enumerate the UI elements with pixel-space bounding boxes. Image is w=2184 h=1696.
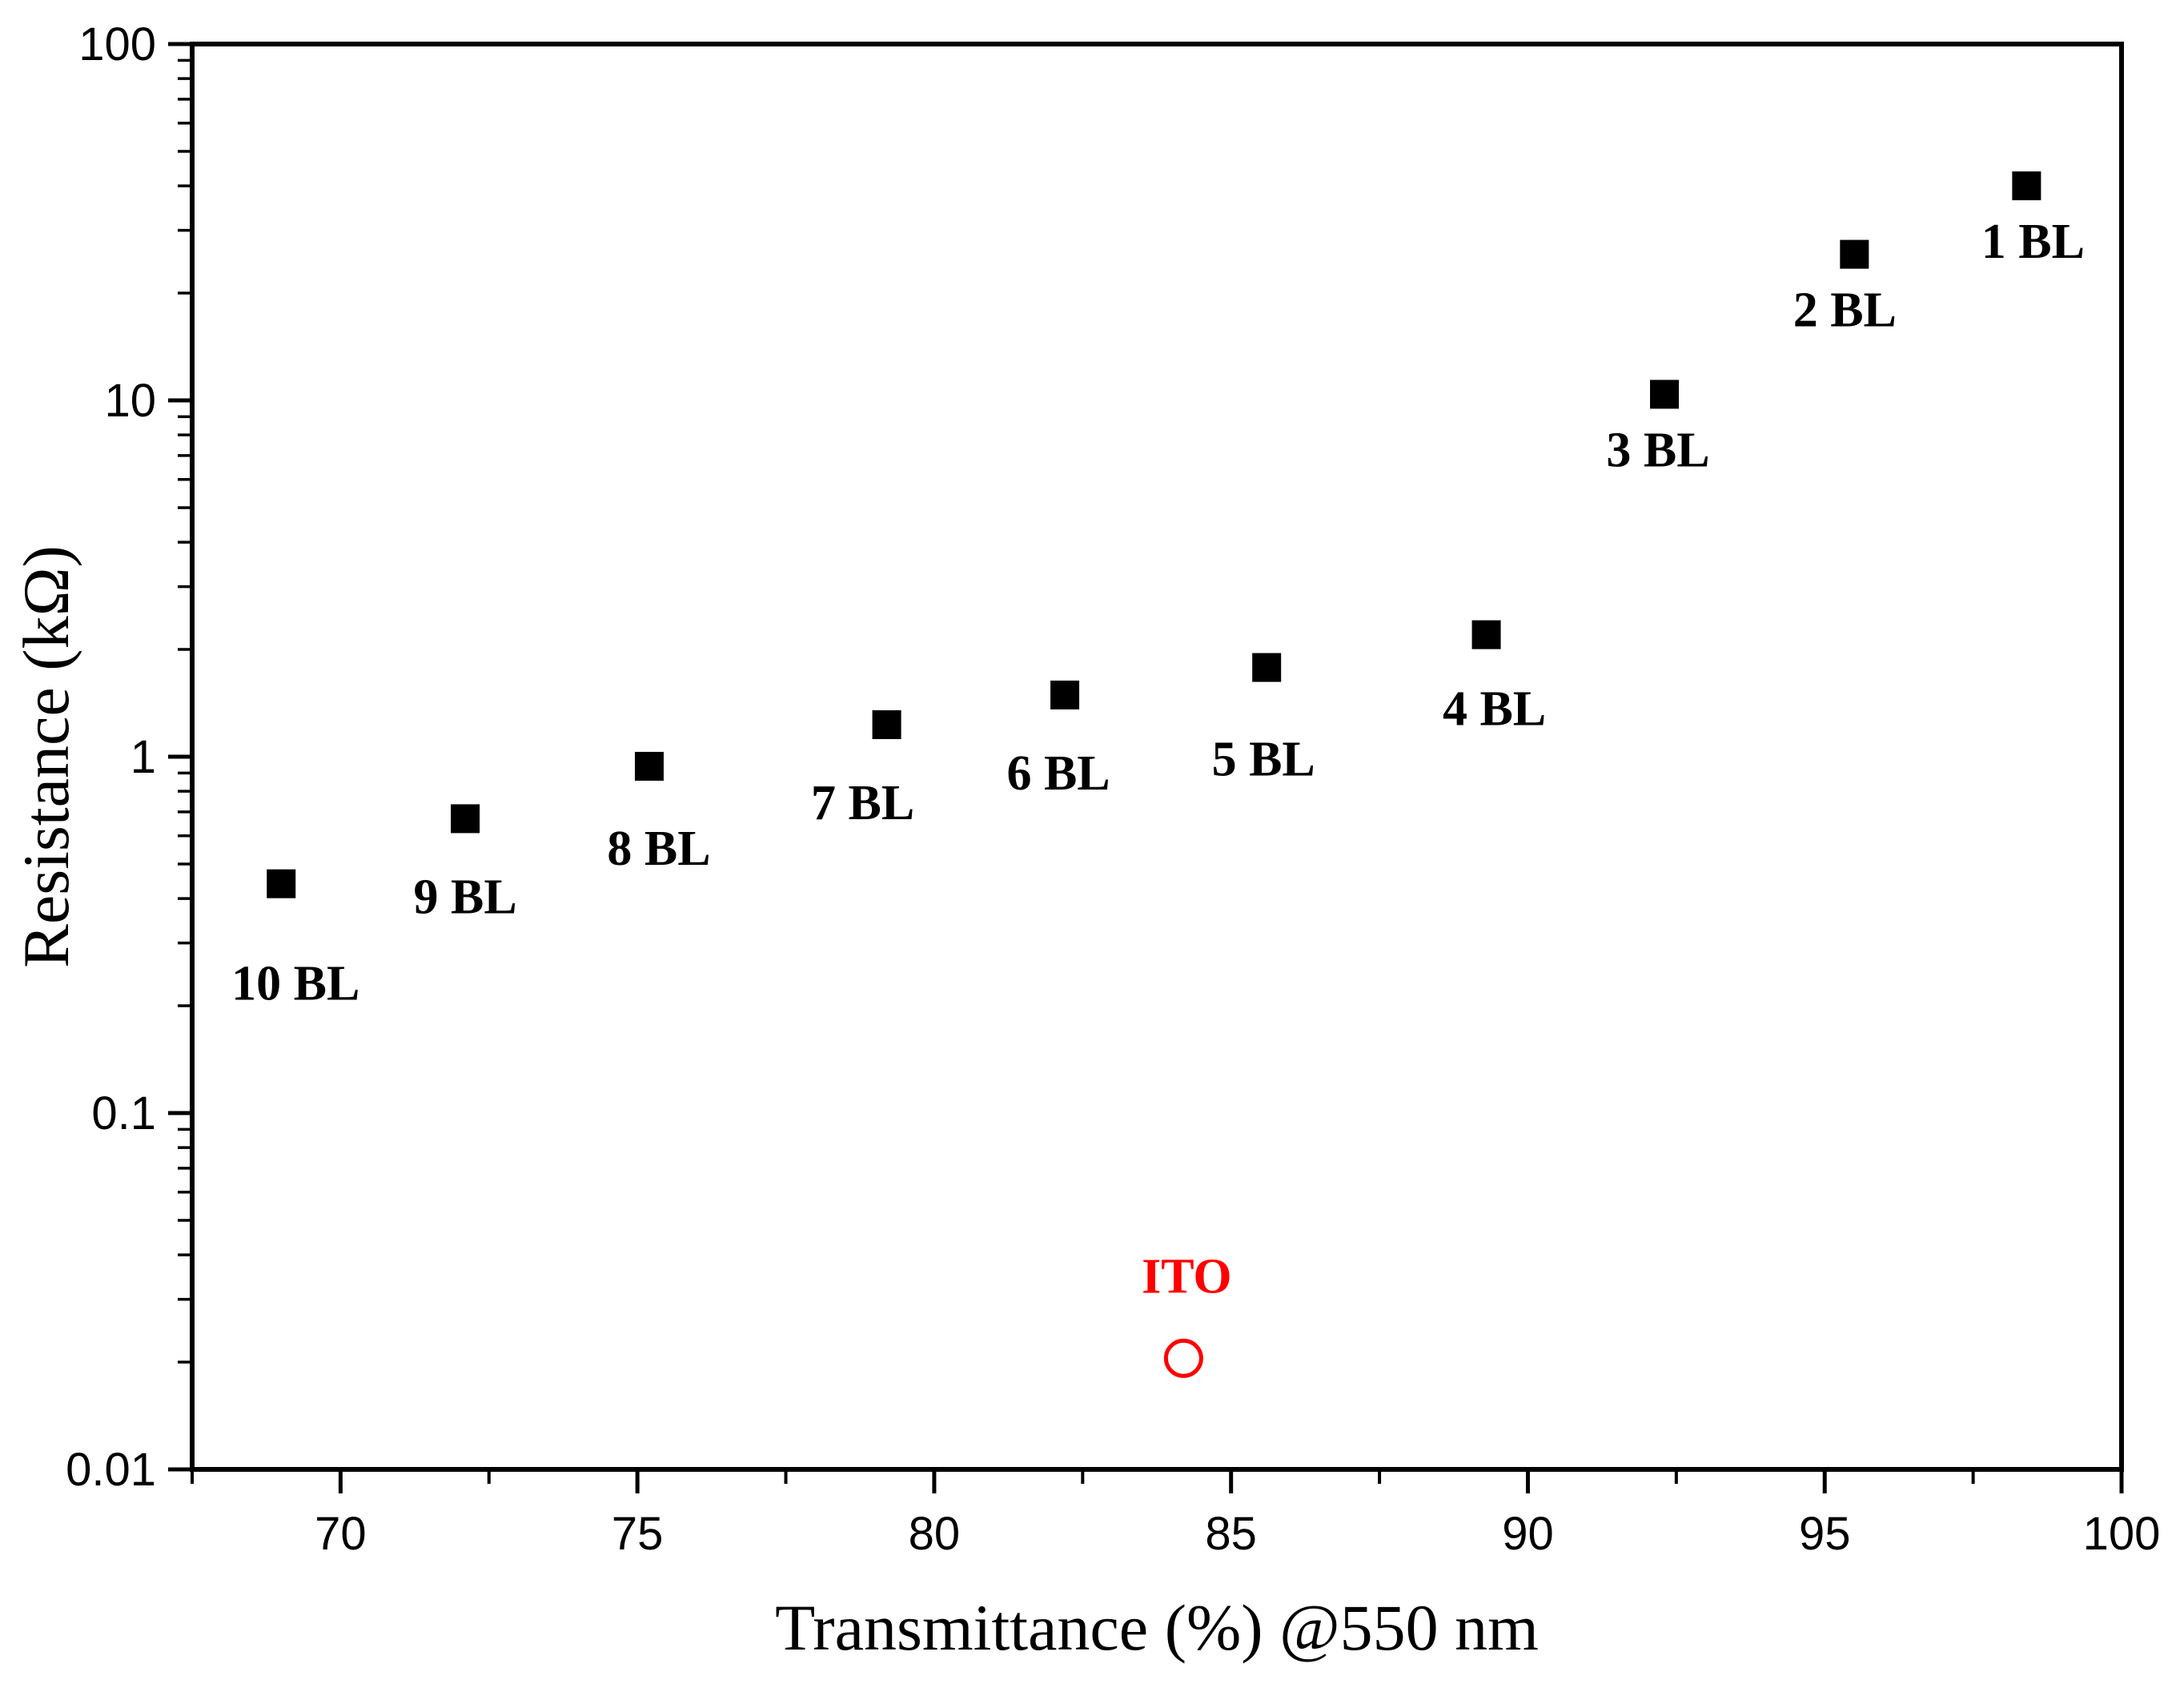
data-point-square	[634, 751, 664, 781]
data-point-square	[1252, 653, 1282, 682]
y-tick-label: 100	[78, 18, 156, 70]
x-axis-title: Transmittance (%) @550 nm	[775, 1591, 1539, 1664]
y-tick-label: 0.01	[66, 1444, 156, 1496]
y-tick-label: 1	[130, 731, 156, 783]
data-point-square	[267, 869, 296, 898]
y-axis-title: Resistance (kΩ)	[10, 545, 82, 968]
data-point-square	[1471, 620, 1501, 649]
x-tick-label: 85	[1205, 1508, 1257, 1560]
data-point-label: 6 BL	[1006, 746, 1110, 801]
axis-ticks	[168, 42, 2124, 1493]
data-point-circle	[1163, 1338, 1203, 1378]
data-point-label: ITO	[1142, 1249, 1232, 1304]
data-point-label: 1 BL	[1981, 215, 2085, 269]
data-point-square	[1840, 239, 1869, 269]
y-tick-label: 10	[104, 375, 156, 427]
data-point-square	[1650, 380, 1680, 409]
x-tick-label: 75	[612, 1508, 664, 1560]
x-tick-labels: 70 75 80 85 90 95 100	[315, 1508, 2160, 1560]
data-point-label: 4 BL	[1443, 682, 1546, 737]
x-tick-label: 80	[909, 1508, 961, 1560]
y-tick-label: 0.1	[91, 1087, 156, 1139]
data-point-square	[451, 804, 480, 834]
data-point-label: 8 BL	[607, 822, 710, 876]
data-point-label: 9 BL	[413, 870, 516, 924]
x-tick-label: 95	[1799, 1508, 1851, 1560]
data-point-square	[1050, 680, 1080, 709]
data-point-label: 5 BL	[1212, 733, 1315, 787]
x-tick-label: 90	[1502, 1508, 1554, 1560]
data-point-label: 10 BL	[231, 957, 359, 1011]
x-tick-label: 70	[315, 1508, 367, 1560]
data-points	[267, 171, 2041, 1378]
data-point-square	[2012, 171, 2041, 201]
x-tick-label: 100	[2083, 1508, 2161, 1560]
data-point-label: 2 BL	[1793, 283, 1897, 338]
point-labels: 10 BL 9 BL 8 BL 7 BL 6 BL 5 BL 4 BL 3 BL 2 BL 1 B…	[231, 215, 2085, 1304]
data-point-square	[872, 709, 901, 739]
data-point-label: 7 BL	[811, 776, 914, 830]
y-tick-labels: 0.01 0.1 1 10 100	[66, 18, 156, 1496]
data-point-label: 3 BL	[1606, 423, 1709, 477]
